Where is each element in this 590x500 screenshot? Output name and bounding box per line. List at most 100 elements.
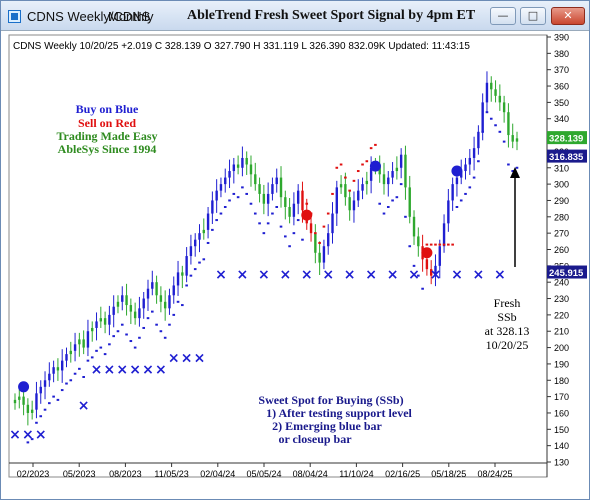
stop-dot bbox=[489, 117, 493, 120]
stop-dot bbox=[159, 330, 163, 333]
stop-dot bbox=[391, 199, 394, 202]
stop-dot bbox=[60, 389, 64, 392]
x-marker: × bbox=[116, 362, 128, 378]
stop-dot bbox=[378, 202, 382, 205]
price-bar-body bbox=[472, 148, 476, 158]
stop-dot bbox=[142, 326, 146, 329]
y-tick-label: 270 bbox=[554, 229, 569, 239]
stop-dot bbox=[168, 323, 171, 326]
stop-dot bbox=[425, 243, 429, 246]
price-bar-body bbox=[26, 404, 30, 413]
price-bar-body bbox=[13, 399, 17, 404]
stop-dot bbox=[103, 353, 107, 356]
stop-dot bbox=[314, 232, 317, 235]
x-marker: × bbox=[301, 267, 313, 283]
stop-dot bbox=[112, 335, 115, 338]
price-bar-body bbox=[56, 367, 60, 371]
price-bar-body bbox=[159, 295, 163, 302]
price-bar-body bbox=[335, 187, 338, 214]
price-bar-body bbox=[331, 213, 334, 234]
price-bar-body bbox=[477, 131, 480, 149]
stop-dot bbox=[511, 170, 515, 173]
fresh-line1: Fresh bbox=[494, 296, 521, 310]
price-bar-body bbox=[30, 409, 34, 413]
y-tick-label: 190 bbox=[554, 359, 569, 369]
stop-dot bbox=[245, 192, 248, 195]
y-tick-label: 390 bbox=[554, 33, 569, 43]
price-bar-body bbox=[271, 184, 274, 194]
stop-dot bbox=[223, 206, 227, 208]
stop-dot bbox=[322, 225, 326, 228]
price-bar-body bbox=[65, 354, 68, 361]
x-marker: × bbox=[237, 267, 249, 283]
x-marker: × bbox=[104, 362, 116, 378]
stop-dot bbox=[120, 323, 124, 326]
stop-dot bbox=[116, 330, 120, 333]
app-icon bbox=[8, 10, 21, 23]
tab-monthly[interactable]: Monthly bbox=[108, 9, 154, 24]
stop-dot bbox=[266, 222, 270, 225]
tab-weekly[interactable]: CDNS Weekly/CDNS bbox=[27, 9, 151, 24]
price-bar-body bbox=[254, 174, 257, 185]
stop-dot bbox=[494, 124, 497, 127]
stop-dot bbox=[369, 147, 373, 150]
price-bar-body bbox=[198, 233, 201, 240]
price-bar-body bbox=[395, 167, 399, 172]
price-bar-body bbox=[86, 331, 90, 348]
y-tick-label: 210 bbox=[554, 327, 569, 337]
buy-signal-dot bbox=[18, 381, 30, 393]
price-chart[interactable]: CDNS Weekly 10/20/25 +2.019 C 328.139 O … bbox=[1, 31, 589, 499]
y-tick-label: 130 bbox=[554, 458, 569, 468]
x-tick-label: 08/04/24 bbox=[293, 469, 328, 479]
stop-dot bbox=[438, 243, 442, 246]
price-bar-body bbox=[468, 157, 472, 165]
x-marker: × bbox=[494, 267, 506, 283]
price-bar-body bbox=[206, 213, 210, 230]
y-tick-label: 380 bbox=[554, 49, 569, 59]
stop-dot bbox=[69, 379, 73, 382]
y-tick-label: 290 bbox=[554, 196, 569, 206]
price-bar-body bbox=[258, 184, 261, 194]
price-bar-body bbox=[95, 321, 98, 328]
stop-dot bbox=[262, 232, 266, 235]
price-bar-body bbox=[78, 339, 81, 345]
price-bar-body bbox=[155, 282, 158, 296]
legend-buy: Buy on Blue bbox=[76, 102, 139, 116]
price-bar-body bbox=[39, 386, 42, 394]
price-bar-body bbox=[382, 174, 386, 185]
stop-dot bbox=[292, 232, 296, 235]
price-bar-body bbox=[464, 164, 467, 172]
x-tick-label: 11/10/24 bbox=[339, 469, 373, 479]
price-bar-body bbox=[266, 193, 270, 204]
x-tick-label: 05/2023 bbox=[63, 469, 96, 479]
sweet-line1: Sweet Spot for Buying (SSb) bbox=[258, 393, 403, 407]
stop-dot bbox=[95, 349, 98, 352]
stop-dot bbox=[408, 245, 412, 248]
stop-dot bbox=[382, 212, 386, 215]
y-tick-label: 180 bbox=[554, 376, 569, 386]
fresh-arrow-head bbox=[510, 167, 520, 178]
stop-dot bbox=[434, 243, 437, 246]
price-bar-body bbox=[438, 246, 441, 266]
close-button[interactable]: ✕ bbox=[551, 7, 585, 25]
y-tick-label: 340 bbox=[554, 114, 569, 124]
x-marker: × bbox=[142, 362, 154, 378]
maximize-button[interactable]: □ bbox=[520, 7, 546, 25]
stop-dot bbox=[146, 317, 150, 320]
y-tick-label: 170 bbox=[554, 392, 569, 402]
price-bar-body bbox=[434, 265, 437, 276]
stop-dot bbox=[468, 186, 472, 189]
stop-dot bbox=[361, 163, 364, 166]
stop-dot bbox=[82, 376, 85, 378]
stop-dot bbox=[108, 343, 111, 346]
minimize-button[interactable]: — bbox=[490, 7, 516, 25]
y-tick-label: 220 bbox=[554, 310, 569, 320]
x-marker: × bbox=[78, 398, 90, 414]
stop-dot bbox=[455, 206, 459, 208]
price-bar-body bbox=[344, 184, 347, 198]
stop-dot bbox=[356, 170, 360, 173]
stop-dot bbox=[399, 183, 403, 186]
stop-dot bbox=[133, 346, 137, 349]
stop-dot bbox=[335, 166, 339, 169]
stop-dot bbox=[198, 261, 201, 264]
